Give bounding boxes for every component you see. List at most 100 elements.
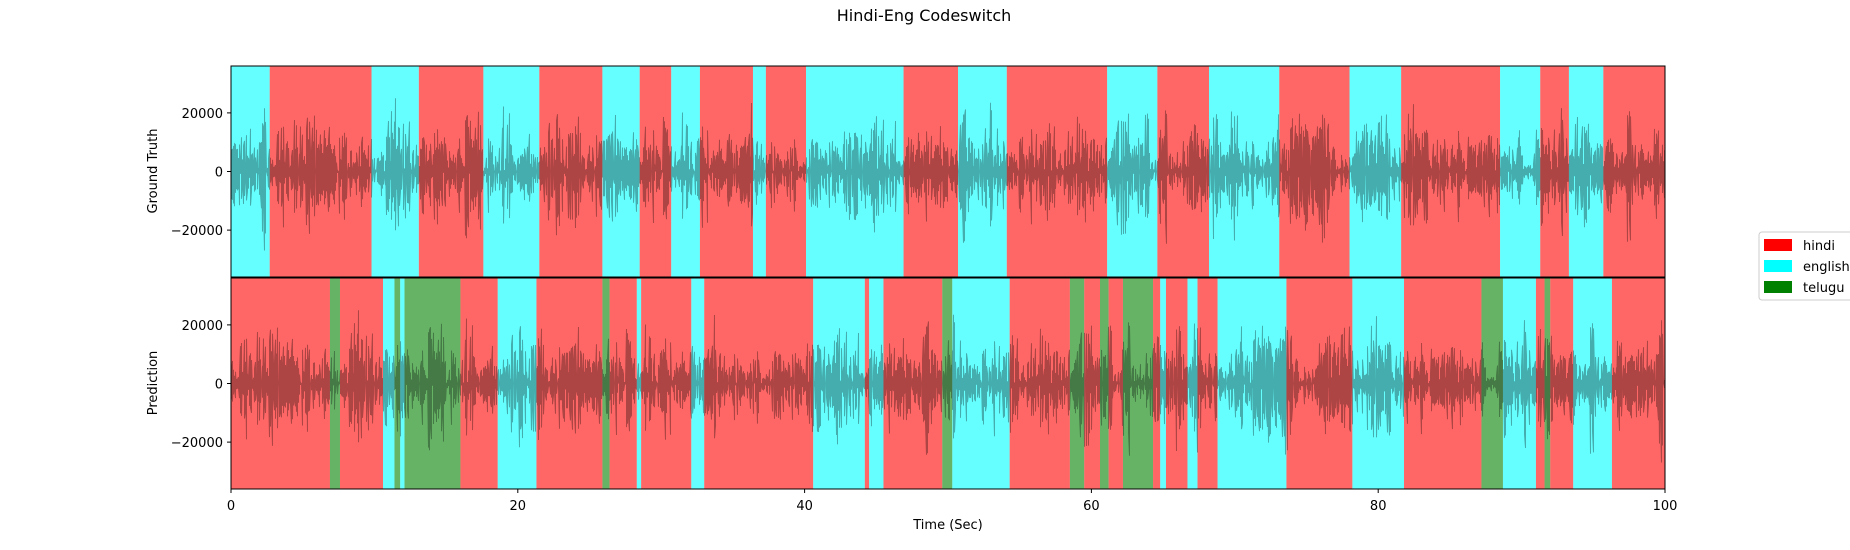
segment-hindi bbox=[903, 66, 959, 277]
segment-hindi bbox=[864, 278, 870, 489]
legend-label-telugu: telugu bbox=[1803, 281, 1844, 296]
chart-title: Hindi-Eng Codeswitch bbox=[837, 6, 1012, 25]
x-tick-label: 100 bbox=[1653, 499, 1678, 514]
segment-hindi bbox=[1401, 66, 1501, 277]
segment-english bbox=[869, 278, 884, 489]
prediction-ylabel: Prediction bbox=[146, 351, 161, 416]
segment-hindi bbox=[1550, 278, 1574, 489]
segment-english bbox=[497, 278, 537, 489]
segment-hindi bbox=[1165, 278, 1188, 489]
prediction-waveform bbox=[231, 310, 1665, 463]
segment-hindi bbox=[339, 278, 384, 489]
segment-telugu bbox=[394, 278, 401, 489]
ground-truth-y-ticks: 20000 0 −20000 bbox=[171, 107, 231, 239]
segment-english bbox=[1568, 66, 1604, 277]
segment-english bbox=[400, 278, 405, 489]
ground-truth-panel: 20000 0 −20000 Ground Truth bbox=[146, 65, 1666, 278]
segment-hindi bbox=[1084, 278, 1101, 489]
segment-telugu bbox=[1122, 278, 1154, 489]
legend: hindi english telugu bbox=[1758, 231, 1850, 301]
x-tick-label: 40 bbox=[796, 499, 813, 514]
y-tick-label: 0 bbox=[215, 166, 223, 181]
segment-hindi bbox=[1157, 66, 1209, 277]
segment-hindi bbox=[883, 278, 943, 489]
y-tick-label: −20000 bbox=[171, 224, 223, 239]
segment-english bbox=[231, 66, 270, 277]
segment-english bbox=[813, 278, 865, 489]
segment-hindi bbox=[269, 66, 372, 277]
segment-hindi bbox=[1153, 278, 1161, 489]
y-tick-label: 20000 bbox=[182, 319, 223, 334]
segment-hindi bbox=[231, 278, 330, 489]
segment-hindi bbox=[699, 66, 753, 277]
segment-hindi bbox=[536, 278, 603, 489]
segment-english bbox=[952, 278, 1010, 489]
segment-english bbox=[1187, 278, 1198, 489]
segment-hindi bbox=[1286, 278, 1353, 489]
segment-telugu bbox=[602, 278, 610, 489]
segment-telugu bbox=[942, 278, 953, 489]
segment-english bbox=[1160, 278, 1166, 489]
segment-hindi bbox=[609, 278, 637, 489]
ground-truth-segments bbox=[231, 66, 1665, 277]
segment-english bbox=[1502, 278, 1536, 489]
segment-english bbox=[1208, 66, 1280, 277]
segment-english bbox=[752, 66, 766, 277]
segment-english bbox=[1217, 278, 1287, 489]
prediction-panel: 20000 0 −20000 Prediction bbox=[146, 277, 1666, 490]
segment-english bbox=[602, 66, 640, 277]
segment-english bbox=[383, 278, 395, 489]
segment-english bbox=[806, 66, 904, 277]
legend-label-english: english bbox=[1803, 260, 1850, 275]
segment-hindi bbox=[1404, 278, 1482, 489]
segment-english bbox=[1352, 278, 1405, 489]
segment-hindi bbox=[1006, 66, 1108, 277]
segment-hindi bbox=[1540, 66, 1569, 277]
legend-swatch-telugu bbox=[1764, 281, 1792, 293]
segment-telugu bbox=[1481, 278, 1503, 489]
segment-english bbox=[1573, 278, 1612, 489]
y-tick-label: −20000 bbox=[171, 436, 223, 451]
x-tick-label: 80 bbox=[1370, 499, 1387, 514]
segment-english bbox=[483, 66, 540, 277]
segment-hindi bbox=[1603, 66, 1665, 277]
legend-swatch-hindi bbox=[1764, 239, 1792, 251]
segment-hindi bbox=[1197, 278, 1218, 489]
segment-english bbox=[671, 66, 700, 277]
x-tick-label: 20 bbox=[510, 499, 527, 514]
segment-english bbox=[958, 66, 1007, 277]
segment-hindi bbox=[641, 278, 692, 489]
segment-hindi bbox=[539, 66, 603, 277]
segment-hindi bbox=[460, 278, 498, 489]
segment-telugu bbox=[329, 278, 340, 489]
segment-english bbox=[371, 66, 419, 277]
x-axis-ticks: 0 20 40 60 80 100 bbox=[227, 489, 1678, 514]
segment-hindi bbox=[1611, 278, 1665, 489]
segment-hindi bbox=[418, 66, 484, 277]
prediction-segments bbox=[231, 278, 1665, 489]
segment-hindi bbox=[704, 278, 814, 489]
legend-swatch-english bbox=[1764, 260, 1792, 272]
segment-telugu bbox=[1069, 278, 1085, 489]
prediction-y-ticks: 20000 0 −20000 bbox=[171, 319, 231, 451]
segment-english bbox=[1107, 66, 1158, 277]
segment-hindi bbox=[765, 66, 807, 277]
segment-english bbox=[636, 278, 642, 489]
segment-hindi bbox=[639, 66, 672, 277]
segment-telugu bbox=[1544, 278, 1551, 489]
segment-hindi bbox=[1009, 278, 1070, 489]
segment-hindi bbox=[1535, 278, 1545, 489]
segment-telugu bbox=[1100, 278, 1109, 489]
x-tick-label: 0 bbox=[227, 499, 235, 514]
segment-hindi bbox=[1108, 278, 1123, 489]
legend-label-hindi: hindi bbox=[1803, 239, 1835, 254]
y-tick-label: 0 bbox=[215, 378, 223, 393]
ground-truth-ylabel: Ground Truth bbox=[146, 129, 161, 214]
segment-english bbox=[1349, 66, 1402, 277]
segment-english bbox=[1500, 66, 1541, 277]
segment-hindi bbox=[1279, 66, 1350, 277]
y-tick-label: 20000 bbox=[182, 107, 223, 122]
ground-truth-waveform bbox=[231, 98, 1665, 251]
x-axis-label: Time (Sec) bbox=[912, 518, 983, 533]
